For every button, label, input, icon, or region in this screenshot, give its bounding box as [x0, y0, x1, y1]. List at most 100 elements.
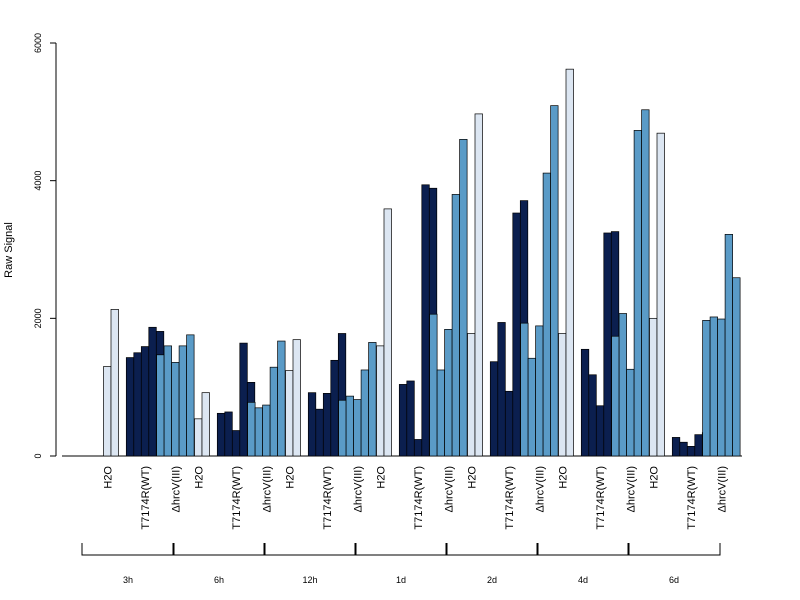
y-tick-label: 0 — [33, 453, 43, 458]
bar — [148, 326, 157, 457]
bar — [163, 345, 172, 457]
group-label: 1d — [396, 575, 406, 585]
bar — [285, 370, 294, 457]
bar — [732, 277, 741, 457]
bar — [641, 109, 650, 457]
bar — [345, 395, 354, 457]
bar — [535, 325, 544, 457]
bar — [474, 113, 483, 457]
bar — [125, 357, 135, 457]
bar — [550, 105, 559, 457]
bar — [527, 357, 536, 457]
bar — [201, 392, 210, 457]
bar — [649, 317, 658, 457]
condition-label: H2O — [648, 466, 660, 489]
condition-label: T7174R(WT) — [322, 466, 334, 530]
bar — [330, 359, 339, 457]
bar — [702, 320, 711, 457]
bar — [459, 139, 468, 457]
condition-label: ΔhrcV(III) — [716, 466, 728, 512]
bar — [133, 352, 142, 457]
bar — [444, 329, 453, 457]
bar — [322, 393, 332, 457]
bar — [239, 342, 248, 457]
condition-label: T7174R(WT) — [504, 466, 516, 530]
bar — [421, 184, 430, 457]
bar — [497, 322, 506, 457]
condition-label: T7174R(WT) — [140, 466, 152, 530]
bar — [633, 130, 642, 457]
bar — [171, 362, 180, 457]
bars — [103, 68, 741, 457]
y-tick-label: 4000 — [33, 171, 43, 191]
condition-label: T7174R(WT) — [413, 466, 425, 530]
bar — [671, 437, 681, 457]
bar — [467, 333, 476, 457]
bar — [216, 412, 226, 457]
condition-label: ΔhrcV(III) — [534, 466, 546, 512]
bar — [292, 339, 301, 457]
condition-label: T7174R(WT) — [231, 466, 243, 530]
bar — [338, 399, 347, 457]
condition-label: H2O — [284, 466, 296, 489]
bar — [140, 346, 150, 457]
bar — [247, 401, 256, 457]
group-bracket — [627, 543, 721, 556]
condition-label: ΔhrcV(III) — [170, 466, 182, 512]
bar — [110, 309, 119, 457]
bar — [360, 369, 369, 457]
bar — [558, 333, 567, 457]
bar — [603, 232, 612, 457]
group-bracket — [445, 543, 539, 556]
bar — [724, 234, 733, 457]
bar — [368, 342, 377, 457]
bar — [383, 208, 392, 457]
bar — [376, 345, 385, 457]
condition-label: H2O — [557, 466, 569, 489]
bar — [489, 361, 499, 457]
condition-label: H2O — [102, 466, 114, 489]
bar — [231, 430, 241, 457]
group-bracket — [81, 543, 175, 556]
group-bracket — [263, 543, 357, 556]
bar — [269, 366, 278, 457]
bar — [686, 446, 696, 457]
condition-label: ΔhrcV(III) — [625, 466, 637, 512]
condition-label: ΔhrcV(III) — [443, 466, 455, 512]
bar — [679, 441, 688, 457]
bar — [429, 313, 438, 457]
bar — [353, 399, 362, 457]
group-label: 3h — [123, 575, 133, 585]
condition-label: H2O — [466, 466, 478, 489]
bar — [626, 368, 635, 457]
condition-label: T7174R(WT) — [595, 466, 607, 530]
condition-label: ΔhrcV(III) — [352, 466, 364, 512]
bar — [186, 334, 195, 457]
bar — [717, 318, 726, 457]
bar — [520, 322, 529, 457]
group-label: 4d — [578, 575, 588, 585]
bar — [709, 316, 718, 457]
bar — [277, 340, 286, 457]
condition-label: H2O — [375, 466, 387, 489]
bar — [103, 366, 112, 457]
bar — [413, 439, 423, 457]
group-bracket — [172, 543, 266, 556]
bar — [224, 411, 233, 457]
bar — [194, 418, 203, 457]
condition-labels: H2O T7174R(WT) ΔhrcV(III) H2O T7174R(WT) Δhrc… — [102, 466, 728, 530]
bar — [504, 390, 514, 457]
bar — [656, 132, 665, 457]
condition-label: T7174R(WT) — [686, 466, 698, 530]
group-label: 6h — [214, 575, 224, 585]
bar — [512, 212, 521, 457]
bar — [542, 172, 551, 457]
bar — [580, 348, 590, 457]
group-label: 6d — [669, 575, 679, 585]
group-label: 2d — [487, 575, 497, 585]
bar — [611, 335, 620, 457]
y-tick-label: 2000 — [33, 308, 43, 328]
condition-label: H2O — [193, 466, 205, 489]
y-axis-label: Raw Signal — [3, 222, 15, 278]
bar — [451, 194, 460, 457]
